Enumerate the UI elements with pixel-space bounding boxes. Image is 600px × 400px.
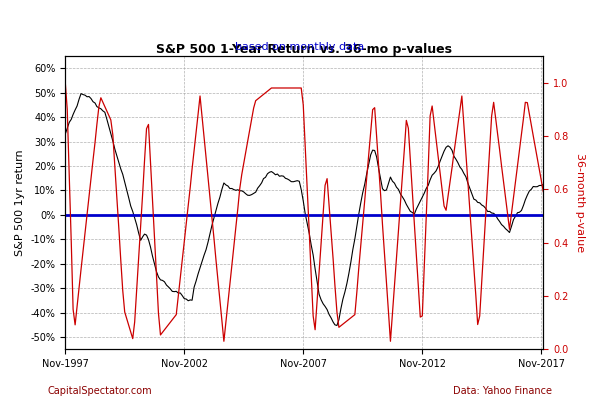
Text: CapitalSpectator.com: CapitalSpectator.com (48, 386, 152, 396)
Y-axis label: 36-month p-value: 36-month p-value (575, 153, 585, 252)
Text: based on monthly data: based on monthly data (235, 42, 365, 52)
Text: Data: Yahoo Finance: Data: Yahoo Finance (453, 386, 552, 396)
Title: S&P 500 1-Year Return vs. 36-mo p-values: S&P 500 1-Year Return vs. 36-mo p-values (156, 43, 452, 56)
Y-axis label: S&P 500 1yr return: S&P 500 1yr return (15, 149, 25, 256)
